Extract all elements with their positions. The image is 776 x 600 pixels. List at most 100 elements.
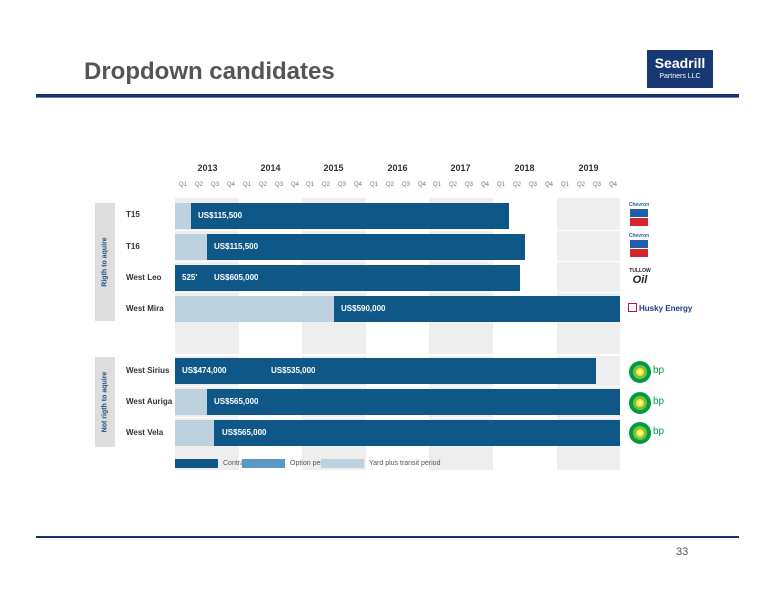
bar-contracted-west-mira [334,296,620,322]
group-label-not-right-to-acquire: Not rigth to aquire [101,371,109,433]
chevron-logo-t15: Chevron [628,202,650,230]
year-label: 2016 [387,163,408,173]
quarter-label: Q2 [385,182,394,188]
quarter-label: Q3 [274,182,283,188]
logo-subtitle: Partners LLC [659,73,701,80]
rate-label-west-leo: US$605,000 [214,273,259,282]
quarter-label: Q2 [448,182,457,188]
gap-shade-2017 [429,322,493,354]
footer-divider [36,536,739,538]
rig-name-t15: T15 [126,210,140,219]
row-separator [120,417,620,418]
bp-logo-text: bp [653,365,665,376]
tullow-logo-mark: Oil [632,274,648,286]
rig-name-west-mira: West Mira [126,304,164,313]
chevron-stripe-red [630,249,648,257]
year-label: 2017 [450,163,471,173]
husky-logo-west-mira: Husky Energy [628,303,692,313]
legend-swatch-contracted [175,459,218,468]
quarter-label: Q1 [305,182,314,188]
legend-label-contracted: Contracted [223,460,258,467]
chevron-stripe-red [630,218,648,226]
bar-contracted-west-vela [214,420,620,446]
legend-label-yard: Yard plus transit period [369,460,441,467]
bar-yard-west-vela [175,420,214,446]
row-separator [120,292,620,293]
quarter-label: Q2 [258,182,267,188]
quarter-label: Q1 [242,182,251,188]
quarter-label: Q4 [353,182,362,188]
rate-label-west-sirius-a: US$474,000 [182,366,227,375]
quarter-label: Q2 [194,182,203,188]
quarter-label: Q2 [576,182,585,188]
rig-name-west-sirius: West Sirius [126,366,170,375]
year-label: 2015 [323,163,344,173]
rig-name-west-auriga: West Auriga [126,397,173,406]
bar-yard-t16 [175,234,207,260]
quarter-label: Q4 [480,182,489,188]
bar-contracted-west-sirius [175,358,596,384]
bar-yard-t15 [175,203,191,229]
title-divider [36,94,739,97]
quarter-label: Q1 [178,182,187,188]
bar-yard-west-auriga [175,389,207,415]
row-separator [120,230,620,231]
bp-helios-icon [629,422,651,444]
rig-name-west-vela: West Vela [126,428,164,437]
bar-contracted-t15 [191,203,509,229]
year-label: 2018 [514,163,535,173]
bar-contracted-west-leo [175,265,520,291]
logo-name: Seadrill [654,55,706,71]
seadrill-logo: Seadrill Partners LLC [647,50,713,88]
bp-helios-icon [629,361,651,383]
chevron-logo-text: Chevron [628,202,650,208]
gap-shade-2019 [557,322,620,354]
chevron-stripe-blue [630,209,648,217]
tullow-logo-text: TULLOW [629,268,651,274]
quarter-label: Q1 [496,182,505,188]
rate-label-west-auriga: US$565,000 [214,397,259,406]
quarter-label: Q4 [608,182,617,188]
group-box-right-to-acquire [95,203,115,321]
bar-contracted-west-auriga [207,389,620,415]
quarter-label: Q3 [592,182,601,188]
bp-logo-text: bp [653,426,665,437]
gap-shade-2013 [175,322,239,354]
bar-yard-west-mira [175,296,334,322]
husky-mark-icon [628,303,637,312]
quarter-label: Q3 [528,182,537,188]
chevron-logo-text: Chevron [628,233,650,239]
quarter-label: Q2 [512,182,521,188]
rate-label-t15: US$115,500 [198,211,243,220]
quarter-label: Q2 [321,182,330,188]
rate-label-west-mira: US$590,000 [341,304,386,313]
quarter-label: Q4 [544,182,553,188]
quarter-label: Q3 [401,182,410,188]
chevron-logo-t16: Chevron [628,233,650,261]
page-number: 33 [676,546,689,558]
rate-label-west-sirius-b: US$535,000 [271,366,316,375]
bar-contracted-t16 [207,234,525,260]
row-separator [120,261,620,262]
rate-label-t16: US$115,500 [214,242,259,251]
chevron-stripe-blue [630,240,648,248]
bp-helios-icon [629,392,651,414]
year-label: 2013 [197,163,218,173]
quarter-label: Q1 [432,182,441,188]
quarter-label: Q3 [337,182,346,188]
tullow-logo-west-leo: TULLOW Oil [628,268,652,288]
bp-logo-west-vela: bp [628,421,668,445]
quarter-label: Q4 [417,182,426,188]
rate-label-west-vela: US$565,000 [222,428,267,437]
gap-shade-2015 [302,322,366,354]
quarter-label: Q1 [560,182,569,188]
husky-logo-text: Husky Energy [639,304,693,313]
quarter-label: Q1 [369,182,378,188]
group-box-not-right-to-acquire [95,357,115,447]
bp-logo-west-sirius: bp [628,360,668,384]
rate-prefix-west-leo: 525' [182,273,198,282]
quarter-label: Q4 [290,182,299,188]
slide-title: Dropdown candidates [84,58,335,85]
rig-name-t16: T16 [126,242,140,251]
legend-swatch-option [242,459,285,468]
